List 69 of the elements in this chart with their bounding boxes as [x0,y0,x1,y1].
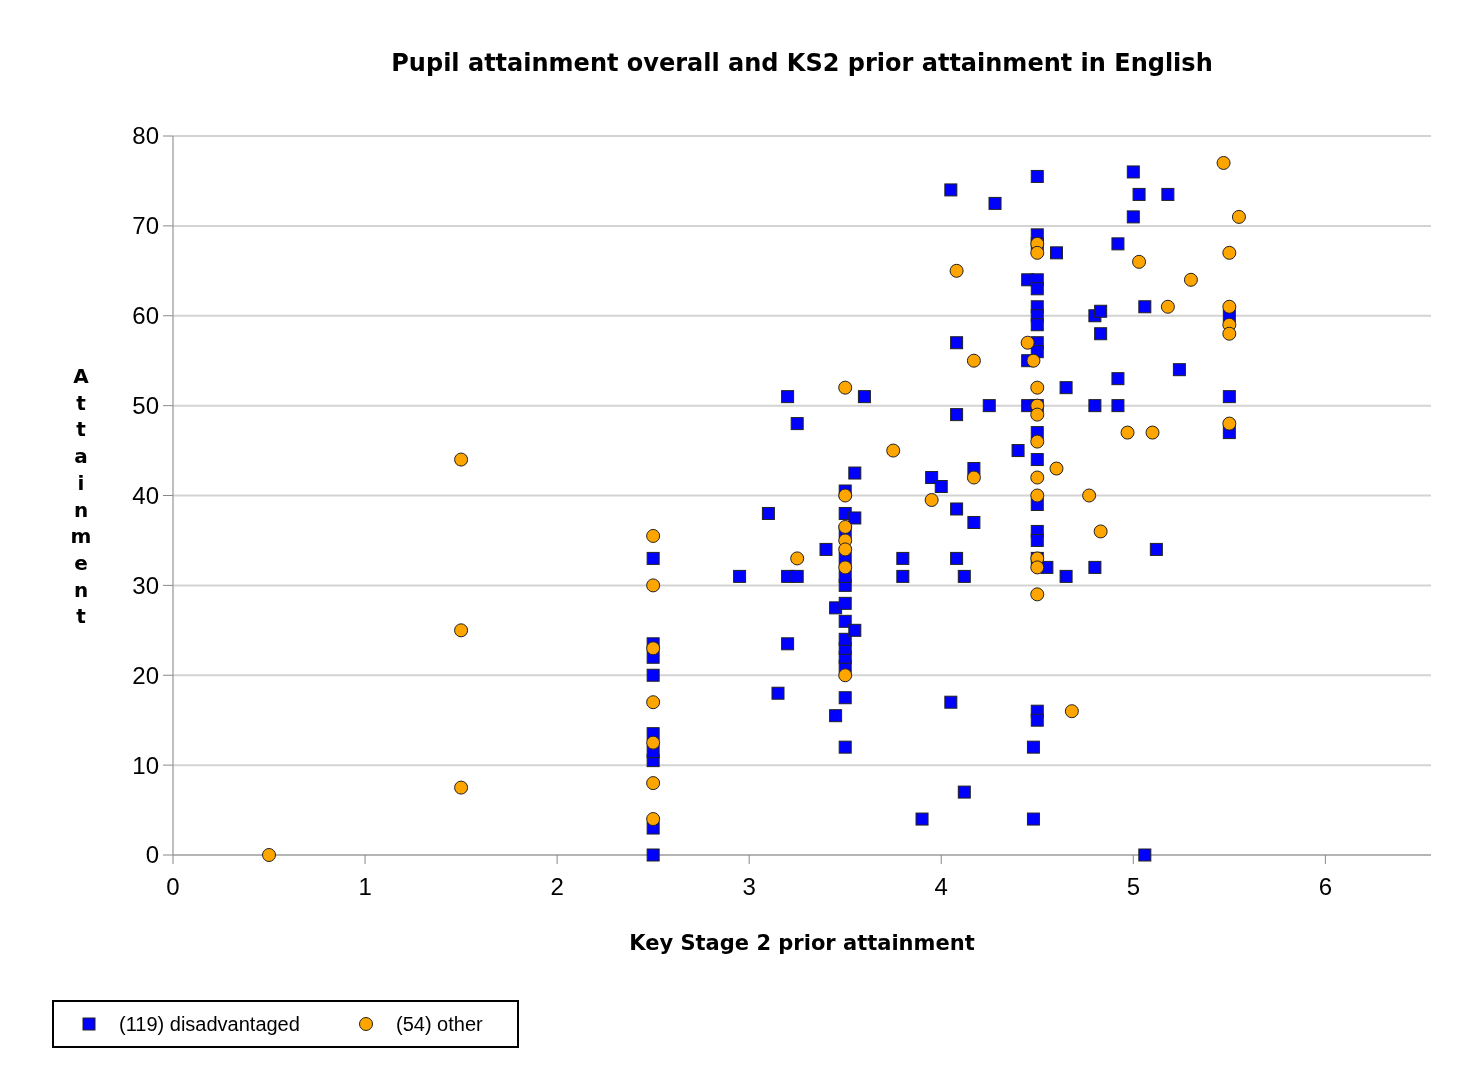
point [646,735,661,750]
chart-title: Pupil attainment overall and KS2 prior attainment in English [391,49,1213,77]
x-tick-label: 1 [358,873,372,900]
point [924,492,939,507]
point [1222,245,1237,260]
point [646,528,661,543]
x-tick-label: 5 [1126,873,1140,900]
point [646,812,661,827]
y-tick-label: 80 [132,122,159,150]
y-tick-label: 20 [132,661,159,689]
point [1030,434,1045,449]
point [1120,425,1135,440]
point [1030,407,1045,422]
point [454,780,469,795]
point [838,488,853,503]
point [1026,353,1041,368]
point [949,263,964,278]
y-tick-label: 0 [145,841,159,869]
point [1183,272,1198,287]
point [1030,470,1045,485]
point [646,695,661,710]
y-tick-label: 10 [132,751,159,779]
x-tick-label: 4 [934,873,948,900]
point [790,551,805,566]
point [838,542,853,557]
point [1160,299,1175,314]
point [454,452,469,467]
point [1082,488,1097,503]
point [1132,254,1147,269]
y-tick-label: 50 [132,392,159,420]
x-tick-label: 6 [1318,873,1333,900]
point [1145,425,1160,440]
point [1030,380,1045,395]
y-tick-label: 30 [132,571,159,599]
point [1222,326,1237,341]
y-tick-label: 40 [132,481,159,509]
point [1222,299,1237,314]
point [1064,704,1079,719]
y-tick-label: 60 [132,302,159,330]
point [454,623,469,638]
point [838,668,853,683]
point [1231,209,1246,224]
point [1222,416,1237,431]
point [1030,560,1045,575]
point [262,848,277,862]
point [1030,488,1045,503]
point [1020,335,1035,350]
point [838,560,853,575]
y-tick-label: 70 [132,212,159,240]
x-tick-label: 3 [742,873,756,900]
point [646,578,661,593]
point [838,519,853,534]
x-tick-label: 2 [550,873,564,900]
legend-label: (119) disadvantaged [119,1013,300,1035]
point [1049,461,1064,476]
point [1030,245,1045,260]
point [1216,155,1231,170]
point [886,443,901,458]
x-tick-label: 0 [166,873,180,900]
point [646,641,661,656]
point [966,470,981,485]
point [1093,524,1108,539]
legend-label: (54) other [396,1013,484,1035]
point [966,353,981,368]
point [1030,587,1045,602]
point [646,776,661,791]
text: Attainment [70,364,92,629]
point [838,380,853,395]
x-axis-title: Key Stage 2 prior attainment [629,931,975,955]
